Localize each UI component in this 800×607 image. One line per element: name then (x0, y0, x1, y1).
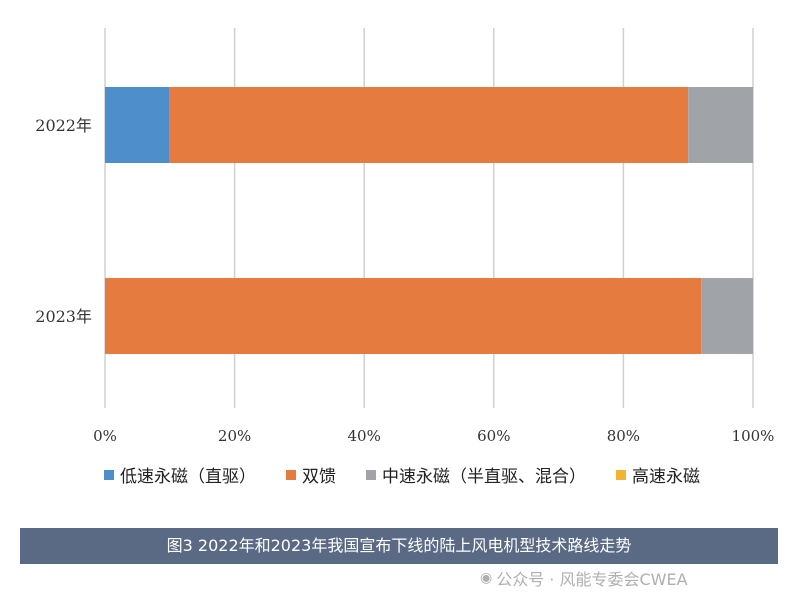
wechat-icon: ◉ (480, 570, 493, 586)
bars (105, 87, 753, 354)
bar-segment (688, 87, 753, 163)
watermark: ◉ 公众号 · 风能专委会CWEA (480, 566, 688, 590)
legend-swatch (366, 469, 376, 480)
x-tick-labels: 0% 20% 40% 60% 80% 100% (93, 427, 774, 445)
x-tick-label: 40% (348, 427, 381, 445)
x-tick-label: 100% (732, 427, 775, 445)
watermark-text: 公众号 · 风能专委会CWEA (496, 570, 688, 589)
legend-swatch (616, 469, 626, 480)
legend: 低速永磁（直驱） 双馈 中速永磁（半直驱、混合） 高速永磁 (104, 462, 700, 487)
legend-item-doubly-fed: 双馈 (286, 462, 336, 487)
bar-segment (701, 278, 753, 354)
legend-label: 低速永磁（直驱） (120, 467, 256, 487)
stacked-bar-chart: 0% 20% 40% 60% 80% 100% 2022年 2023年 (35, 28, 774, 445)
x-tick-label: 80% (607, 427, 640, 445)
x-tick-label: 20% (218, 427, 251, 445)
legend-swatch (104, 469, 114, 480)
legend-item-medium-speed: 中速永磁（半直驱、混合） (366, 462, 586, 487)
bar-segment (169, 87, 689, 163)
bar-segment (105, 87, 170, 163)
legend-item-direct-drive: 低速永磁（直驱） (104, 462, 256, 487)
legend-label: 高速永磁 (632, 467, 700, 487)
x-tick-label: 60% (477, 427, 510, 445)
bar-segment (105, 278, 702, 354)
legend-item-high-speed: 高速永磁 (616, 462, 700, 487)
legend-label: 中速永磁（半直驱、混合） (382, 467, 586, 487)
category-labels: 2022年 2023年 (35, 116, 92, 326)
figure-caption: 图3 2022年和2023年我国宣布下线的陆上风电机型技术路线走势 (20, 528, 778, 564)
x-tick-label: 0% (93, 427, 117, 445)
legend-swatch (286, 469, 296, 480)
category-label: 2023年 (35, 307, 92, 326)
legend-label: 双馈 (302, 467, 336, 487)
category-label: 2022年 (35, 116, 92, 135)
